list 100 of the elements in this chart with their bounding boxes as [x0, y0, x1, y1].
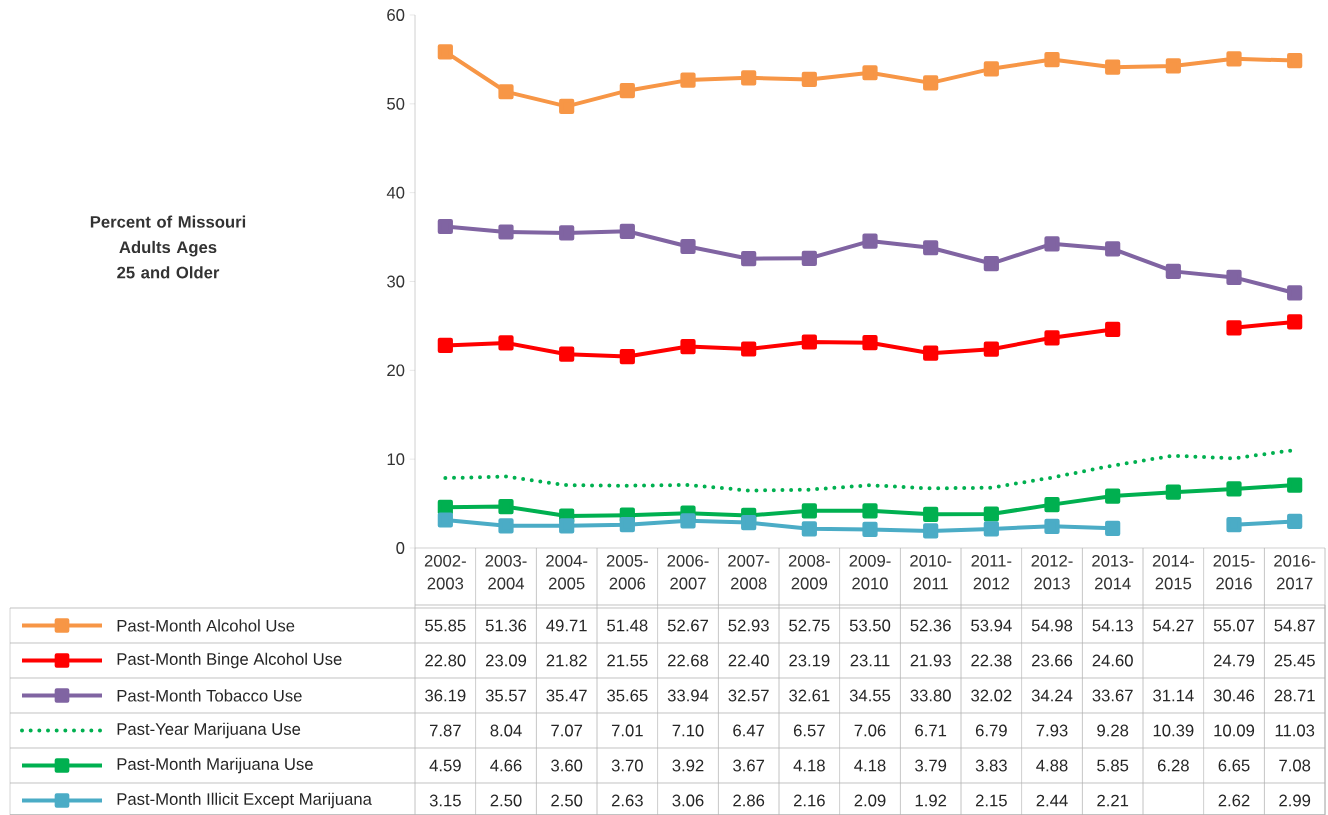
data-label: 2.09 [854, 794, 886, 807]
point [680, 72, 696, 88]
data-label: 54.27 [1153, 619, 1194, 632]
data-label: 28.71 [1274, 689, 1315, 702]
point [1044, 497, 1060, 513]
text: Percent of Missouri Adults Ages 25 and Older [90, 215, 246, 279]
x-tick-label: 2014-2015 [1152, 554, 1194, 590]
data-label: 32.57 [728, 689, 769, 702]
x-tick-label: 2016-2017 [1274, 554, 1316, 590]
x-tick-label: 2008-2009 [788, 554, 830, 590]
data-label: 7.93 [1036, 724, 1068, 737]
point [1044, 518, 1060, 534]
legend-label: Past-Month Tobacco Use [117, 689, 302, 702]
data-label: 3.83 [975, 759, 1007, 772]
data-label: 3.60 [551, 759, 583, 772]
data-label: 35.57 [485, 689, 527, 702]
data-label: 1.92 [915, 794, 947, 807]
point [619, 517, 635, 533]
point [498, 499, 514, 515]
data-label: 4.18 [793, 759, 825, 772]
data-label: 7.06 [854, 724, 886, 737]
point [983, 61, 999, 77]
data-label: 4.18 [854, 759, 886, 772]
data-label: 5.85 [1097, 759, 1129, 772]
point [437, 44, 453, 60]
data-label: 3.67 [733, 759, 765, 772]
data-label: 2.86 [733, 794, 765, 807]
point [801, 250, 817, 266]
point [862, 233, 878, 249]
data-label: 10.09 [1214, 724, 1255, 737]
point [498, 224, 514, 240]
data-label: 6.79 [975, 724, 1007, 737]
data-label: 53.50 [849, 619, 891, 632]
data-label: 10.39 [1153, 724, 1194, 737]
data-label: 4.59 [429, 759, 461, 772]
data-label: 6.71 [915, 724, 947, 737]
data-label: 25.45 [1274, 654, 1315, 667]
data-label: 23.19 [789, 654, 830, 667]
data-label: 32.02 [971, 689, 1012, 702]
data-label: 30.46 [1213, 689, 1255, 702]
data-label: 33.67 [1092, 689, 1133, 702]
data-label: 22.40 [728, 654, 769, 667]
data-label: 36.19 [425, 689, 466, 702]
data-label: 22.80 [425, 654, 466, 667]
data-label: 3.06 [672, 794, 704, 807]
point [862, 335, 878, 351]
point [923, 345, 939, 361]
point [1287, 285, 1303, 301]
point [801, 503, 817, 519]
data-label: 4.66 [490, 759, 522, 772]
point [619, 83, 635, 99]
data-label: 2.50 [490, 794, 522, 807]
data-label: 23.09 [485, 654, 527, 667]
point [680, 338, 696, 355]
point [1226, 481, 1242, 497]
x-tick-label: 2012-2013 [1031, 554, 1073, 590]
x-tick-label: 2002-2003 [424, 554, 466, 590]
data-label: 51.48 [607, 619, 648, 632]
point [923, 506, 939, 522]
data-label: 2.16 [793, 794, 825, 807]
data-label: 22.68 [667, 654, 709, 667]
x-tick-label: 2006-2007 [667, 554, 709, 590]
data-label: 7.87 [429, 724, 461, 737]
x-tick-label: 2003-2004 [485, 554, 527, 590]
point [923, 75, 939, 91]
data-label: 2.15 [975, 794, 1007, 807]
y-tick-label: 0 [396, 542, 405, 554]
data-label: 2.21 [1097, 794, 1129, 807]
data-label: 31.14 [1153, 689, 1194, 702]
data-label: 3.92 [672, 759, 704, 772]
point [923, 523, 939, 539]
data-label: 23.11 [850, 654, 890, 667]
x-tick-label: 2005-2006 [606, 554, 648, 590]
point [1105, 241, 1121, 257]
point [437, 512, 453, 528]
point [1165, 263, 1181, 279]
point [983, 506, 999, 522]
data-label: 52.75 [789, 619, 830, 632]
data-label: 2.50 [551, 794, 583, 807]
point [741, 514, 757, 531]
data-label: 55.85 [425, 619, 466, 632]
data-label: 52.67 [667, 619, 709, 632]
point [1165, 58, 1181, 74]
data-label: 7.01 [611, 724, 643, 737]
data-label: 7.10 [672, 724, 704, 737]
legend-label: Past-Month Binge Alcohol Use [117, 652, 342, 669]
point [498, 518, 514, 534]
data-label: 34.55 [849, 689, 891, 702]
point [1044, 51, 1060, 68]
point [741, 341, 757, 357]
point [498, 335, 514, 351]
data-label: 2.44 [1036, 794, 1068, 807]
point [983, 521, 999, 537]
data-label: 8.04 [490, 724, 522, 737]
y-tick-label: 20 [387, 364, 405, 377]
data-label: 23.66 [1031, 654, 1073, 667]
point [801, 71, 817, 87]
point [1105, 321, 1121, 338]
data-label: 35.65 [607, 689, 648, 702]
data-label: 54.98 [1031, 619, 1073, 632]
